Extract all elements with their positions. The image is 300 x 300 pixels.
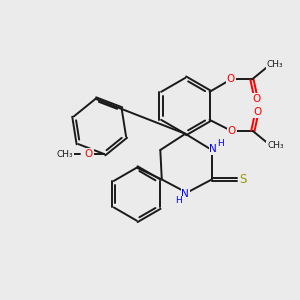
- Text: O: O: [226, 74, 235, 85]
- Text: H: H: [217, 139, 224, 148]
- Text: O: O: [227, 126, 236, 136]
- Text: CH₃: CH₃: [267, 141, 284, 150]
- Text: O: O: [85, 149, 93, 159]
- Text: S: S: [240, 173, 247, 186]
- Text: N: N: [182, 189, 189, 199]
- Text: CH₃: CH₃: [266, 60, 283, 69]
- Text: CH₃: CH₃: [56, 150, 73, 159]
- Text: O: O: [252, 94, 260, 103]
- Text: H: H: [175, 196, 182, 206]
- Text: O: O: [253, 107, 261, 117]
- Text: N: N: [209, 144, 217, 154]
